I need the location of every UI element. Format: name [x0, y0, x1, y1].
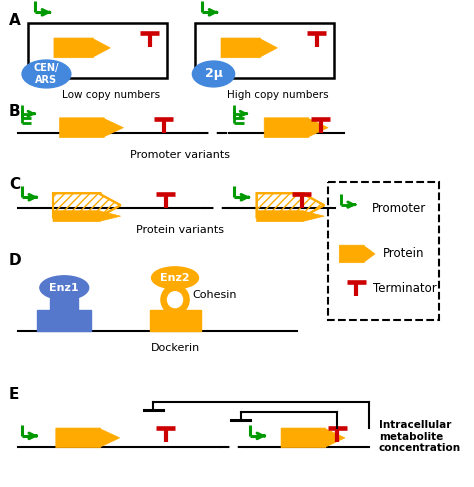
Text: D: D — [9, 253, 21, 268]
Polygon shape — [339, 245, 375, 262]
Ellipse shape — [192, 61, 235, 87]
Text: Enz2: Enz2 — [160, 273, 190, 283]
Ellipse shape — [40, 276, 89, 300]
Polygon shape — [54, 38, 110, 58]
Text: B: B — [9, 104, 20, 119]
Polygon shape — [264, 118, 328, 137]
Text: Cohesin: Cohesin — [192, 290, 237, 300]
Polygon shape — [221, 38, 277, 58]
Bar — [27, 23, 166, 78]
Circle shape — [161, 285, 189, 315]
Polygon shape — [60, 118, 123, 137]
Text: High copy numbers: High copy numbers — [227, 90, 329, 100]
Bar — [328, 182, 439, 319]
Bar — [37, 310, 91, 332]
Bar — [50, 298, 78, 312]
Text: A: A — [9, 13, 21, 28]
Text: Intracellular
metabolite
concentration: Intracellular metabolite concentration — [379, 420, 461, 453]
Text: Protein: Protein — [383, 247, 424, 261]
Text: E: E — [9, 387, 19, 402]
Text: Protein variants: Protein variants — [136, 225, 224, 235]
Polygon shape — [53, 211, 120, 222]
Text: Promoter variants: Promoter variants — [130, 150, 230, 160]
Text: C: C — [9, 177, 20, 192]
Circle shape — [167, 292, 182, 308]
Text: Low copy numbers: Low copy numbers — [62, 90, 160, 100]
Polygon shape — [281, 428, 345, 448]
Text: CEN/
ARS: CEN/ ARS — [34, 63, 59, 85]
Bar — [150, 310, 201, 332]
Ellipse shape — [22, 60, 71, 88]
Text: Promoter: Promoter — [372, 202, 427, 215]
Polygon shape — [257, 211, 324, 222]
Polygon shape — [56, 428, 119, 448]
Text: Dockerin: Dockerin — [150, 343, 200, 354]
Bar — [195, 23, 334, 78]
Ellipse shape — [152, 267, 199, 289]
Text: Enz1: Enz1 — [49, 283, 79, 293]
Text: Terminator: Terminator — [373, 282, 437, 295]
Text: 2μ: 2μ — [205, 68, 222, 80]
